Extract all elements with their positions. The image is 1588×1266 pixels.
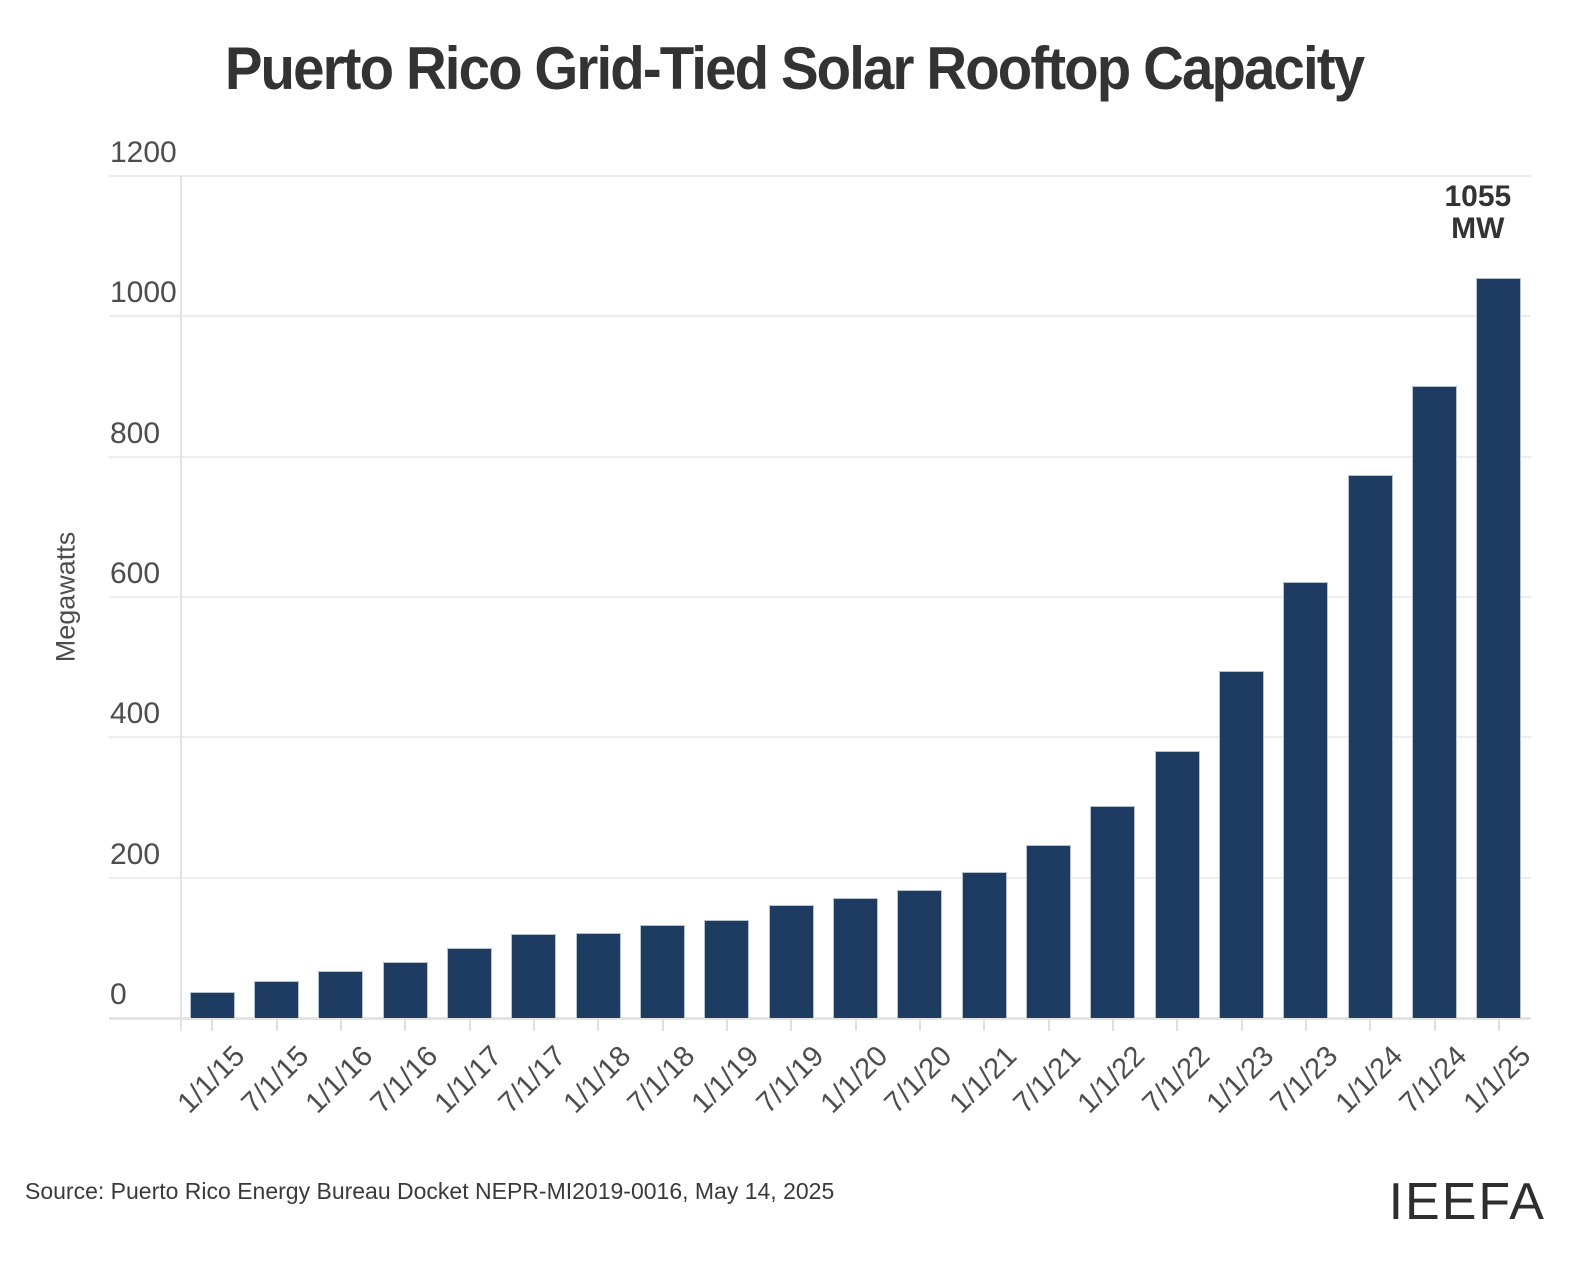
y-tick-label-600: 600 [110, 557, 161, 590]
x-tick-mark [661, 1019, 664, 1031]
x-tick-label-7-1-24: 7/1/24 [1393, 1040, 1474, 1120]
annotation-value: 1055 [1444, 180, 1512, 213]
y-tick-label-800: 800 [110, 416, 161, 450]
x-tick-label-7-1-17: 7/1/17 [492, 1040, 573, 1120]
gridline-1200 [109, 175, 1531, 177]
x-tick-label-1-1-17: 1/1/17 [428, 1040, 509, 1120]
x-tick-label-1-1-24: 1/1/24 [1329, 1040, 1409, 1120]
x-tick-label-7-1-21: 7/1/21 [1007, 1040, 1088, 1120]
x-tick-mark [1111, 1019, 1114, 1031]
y-tick-label-1000: 1000 [110, 276, 177, 310]
gridline-200 [109, 876, 1531, 879]
x-tick-mark [854, 1019, 857, 1031]
bar-1-1-23 [1219, 671, 1264, 1018]
bar-1-1-19 [704, 919, 750, 1018]
y-tick-label-1200: 1200 [110, 136, 177, 169]
x-tick-mark [1176, 1019, 1179, 1031]
annotation-unit: MW [1451, 212, 1505, 245]
bar-7-1-18 [640, 925, 685, 1018]
gridline-400 [109, 736, 1531, 739]
x-tick-mark [1304, 1019, 1307, 1031]
gridline-1000 [109, 315, 1531, 318]
x-tick-mark [1047, 1019, 1050, 1031]
y-axis-line [180, 176, 182, 1031]
x-tick-label-7-1-16: 7/1/16 [364, 1040, 444, 1120]
x-tick-mark [339, 1019, 342, 1031]
x-tick-label-7-1-20: 7/1/20 [878, 1040, 959, 1120]
x-tick-label-7-1-19: 7/1/19 [750, 1040, 830, 1120]
x-tick-mark [597, 1019, 600, 1031]
bar-7-1-21 [1026, 844, 1071, 1018]
gridline-800 [109, 455, 1531, 458]
x-tick-label-1-1-16: 1/1/16 [299, 1040, 380, 1120]
x-tick-label-1-1-22: 1/1/22 [1071, 1040, 1152, 1120]
x-tick-label-7-1-18: 7/1/18 [621, 1040, 702, 1120]
y-tick-label-200: 200 [110, 837, 161, 871]
x-tick-label-7-1-15: 7/1/15 [235, 1040, 316, 1120]
bar-1-1-15 [189, 992, 235, 1018]
x-tick-mark [918, 1019, 921, 1031]
bar-value-annotation: 1055 MW [1444, 181, 1511, 245]
bar-7-1-19 [768, 905, 814, 1018]
x-tick-label-1-1-19: 1/1/19 [685, 1040, 766, 1120]
x-tick-mark [468, 1019, 471, 1031]
x-tick-label-1-1-23: 1/1/23 [1200, 1040, 1281, 1120]
bar-1-1-16 [318, 970, 364, 1018]
gridline-0 [109, 1017, 1531, 1020]
x-tick-mark [404, 1019, 407, 1031]
bar-7-1-17 [511, 933, 557, 1018]
bar-7-1-24 [1412, 385, 1457, 1018]
x-tick-mark [725, 1019, 728, 1031]
bar-1-1-18 [575, 933, 621, 1018]
x-tick-label-1-1-18: 1/1/18 [557, 1040, 637, 1120]
x-tick-mark [211, 1019, 214, 1031]
bar-1-1-20 [833, 898, 878, 1018]
bar-1-1-22 [1090, 806, 1136, 1018]
x-tick-label-7-1-22: 7/1/22 [1136, 1040, 1216, 1120]
x-tick-mark [275, 1019, 278, 1031]
chart-title: Puerto Rico Grid-Tied Solar Rooftop Capa… [224, 35, 1365, 102]
bar-7-1-20 [897, 890, 943, 1018]
x-tick-label-1-1-21: 1/1/21 [943, 1040, 1023, 1120]
x-tick-label-1-1-15: 1/1/15 [171, 1040, 251, 1120]
x-tick-label-1-1-20: 1/1/20 [814, 1040, 895, 1120]
gridline-600 [109, 596, 1531, 598]
bar-1-1-21 [961, 872, 1007, 1018]
bar-7-1-15 [254, 980, 299, 1018]
bar-1-1-25 [1476, 277, 1522, 1018]
x-tick-mark [1369, 1019, 1372, 1031]
x-tick-mark [1497, 1019, 1500, 1031]
x-tick-label-7-1-23: 7/1/23 [1264, 1040, 1345, 1120]
bar-1-1-17 [447, 947, 492, 1018]
y-tick-label-400: 400 [110, 697, 161, 731]
y-tick-label-0: 0 [110, 978, 127, 1011]
source-text: Source: Puerto Rico Energy Bureau Docket… [25, 1178, 835, 1204]
bar-1-1-24 [1347, 474, 1393, 1018]
x-tick-label-1-1-25: 1/1/25 [1457, 1040, 1538, 1120]
bar-7-1-23 [1283, 582, 1329, 1018]
x-tick-mark [983, 1019, 986, 1031]
x-tick-mark [1433, 1019, 1436, 1031]
bar-7-1-16 [382, 961, 428, 1018]
x-tick-mark [532, 1019, 535, 1031]
x-tick-mark [790, 1019, 793, 1031]
bar-7-1-22 [1154, 751, 1200, 1018]
ieefa-logo: IEEFA [1388, 1173, 1546, 1231]
x-tick-mark [1240, 1019, 1243, 1031]
